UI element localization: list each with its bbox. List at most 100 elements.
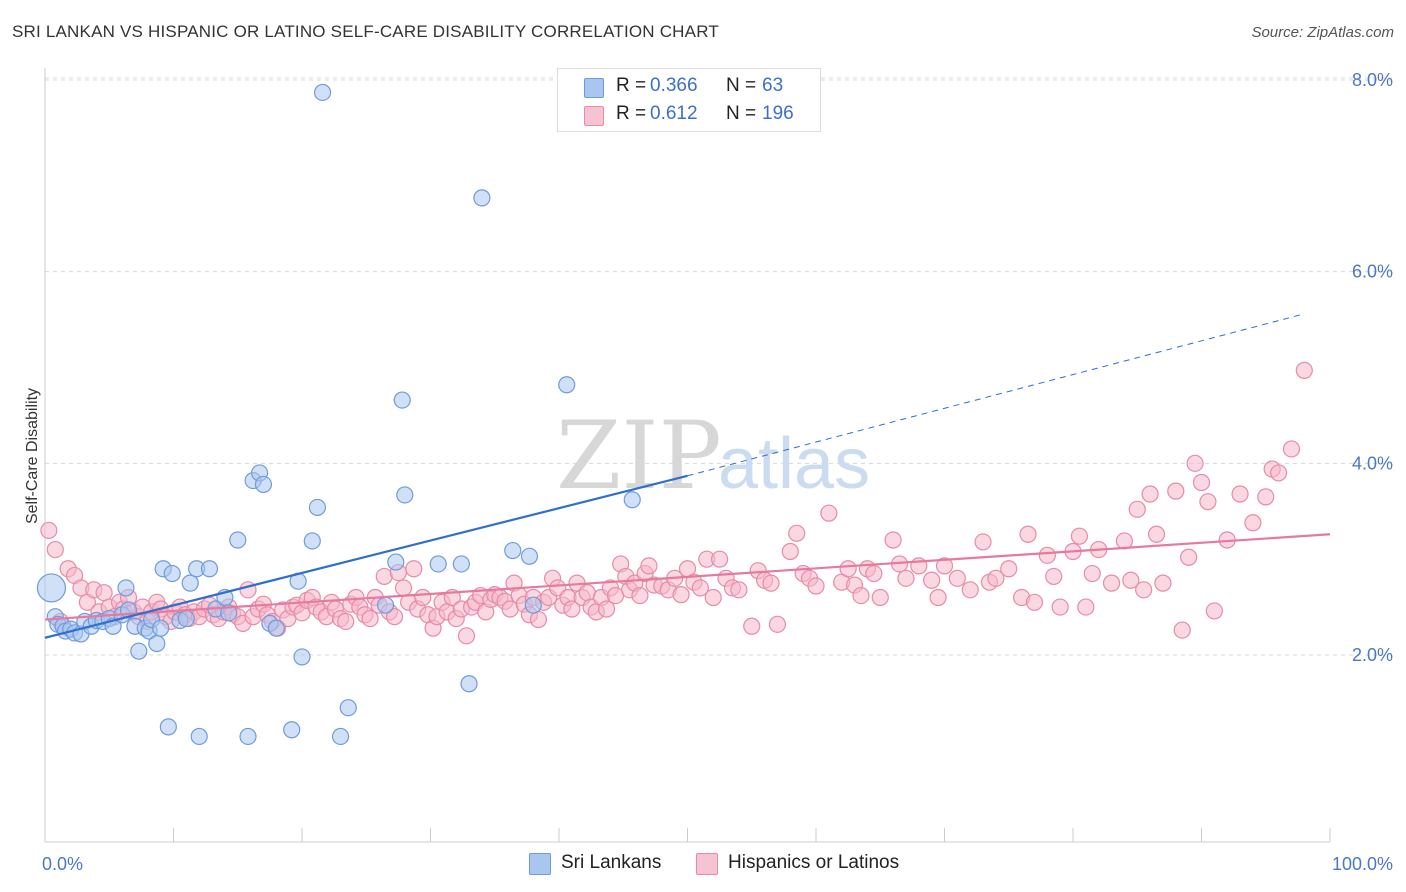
hispanic-point: [839, 560, 857, 578]
hispanic-point: [1102, 574, 1121, 592]
hispanic-point: [923, 571, 941, 589]
chart-title: SRI LANKAN VS HISPANIC OR LATINO SELF-CA…: [12, 22, 719, 41]
series-sri-lankans-points: [36, 83, 641, 746]
hispanic-trend-line: [44, 533, 1331, 621]
sri-lankan-point: [117, 579, 135, 597]
legend-r-value: 0.366: [650, 75, 698, 96]
hispanic-point: [414, 588, 432, 607]
legend-swatch-blue: [584, 78, 604, 98]
sri-lankan-point: [339, 699, 357, 717]
hispanic-point: [1045, 567, 1063, 586]
hispanic-point: [865, 564, 883, 583]
x-tick-label: 0.0%: [42, 854, 83, 874]
legend-row-hispanics: R = 0.612 N = 196: [558, 101, 820, 129]
sri-lankan-point: [429, 555, 447, 573]
sri-lankan-point: [387, 553, 405, 571]
hispanic-point: [1173, 621, 1191, 639]
sri-lankan-point: [623, 491, 641, 509]
hispanic-point: [1135, 581, 1153, 599]
hispanic-point: [884, 531, 902, 549]
y-tick-label: 4.0%: [1352, 453, 1393, 473]
sri-lankan-point: [376, 596, 395, 614]
sri-lankan-point: [181, 574, 199, 592]
hispanic-point: [781, 542, 799, 561]
hispanic-point: [385, 608, 404, 626]
y-axis-label: Self-Care Disability: [24, 388, 41, 524]
hispanic-point: [1269, 464, 1288, 482]
hispanic-point: [640, 557, 658, 575]
hispanic-point: [1070, 527, 1089, 545]
sri-lankan-point: [190, 727, 208, 746]
hispanic-point: [852, 586, 870, 605]
hispanic-point: [704, 588, 722, 607]
hispanic-point: [405, 560, 423, 578]
hispanic-point: [375, 567, 393, 586]
hispanic-point: [1205, 602, 1223, 620]
sri-lankan-point: [254, 475, 273, 494]
hispanic-point: [1244, 514, 1262, 532]
hispanic-point: [1295, 361, 1313, 379]
hispanic-point: [361, 609, 379, 628]
sri-lankan-point: [308, 498, 327, 517]
hispanic-point: [935, 557, 954, 575]
hispanic-point: [691, 579, 709, 597]
hispanic-point: [762, 574, 780, 592]
hispanic-point: [563, 600, 581, 618]
x-tick-label: 100.0%: [1332, 854, 1393, 874]
y-tick-label: 2.0%: [1352, 645, 1393, 665]
hispanic-point: [897, 569, 915, 587]
sri-lankan-trend-extension: [687, 313, 1305, 477]
sri-lankan-point: [36, 573, 67, 603]
hispanic-point: [807, 577, 825, 595]
watermark-atlas: atlas: [718, 424, 870, 504]
hispanic-point: [974, 533, 992, 551]
hispanic-point: [1077, 598, 1095, 616]
sri-lankan-point: [473, 189, 491, 207]
sri-lankan-point: [283, 721, 301, 739]
hispanic-point: [631, 586, 649, 605]
series-hispanics-points: [40, 361, 1313, 645]
sri-lankan-point: [159, 718, 177, 736]
legend-n-value: 196: [762, 103, 794, 124]
sri-lankan-point: [396, 486, 414, 504]
hispanic-point: [1257, 488, 1275, 506]
y-tick-label: 8.0%: [1352, 70, 1393, 90]
hispanic-point: [1167, 482, 1185, 500]
hispanic-point: [1038, 546, 1056, 564]
sri-lankan-point: [393, 391, 411, 409]
legend-n-label: N =: [726, 75, 757, 96]
hispanic-point: [871, 588, 889, 607]
sri-lankan-point: [293, 648, 311, 666]
hispanic-point: [820, 504, 838, 522]
sri-lankan-point: [504, 541, 522, 560]
hispanic-point: [1282, 440, 1301, 458]
hispanic-point: [961, 581, 979, 599]
hispanic-point: [40, 521, 58, 540]
hispanic-point: [95, 584, 113, 602]
hispanic-point: [1147, 525, 1166, 543]
sri-lankan-point: [163, 564, 181, 583]
sri-lankan-point: [313, 83, 332, 102]
sri-lankan-point: [200, 560, 219, 578]
hispanic-point: [1180, 548, 1198, 566]
sri-lankan-point: [220, 604, 238, 622]
sri-lankan-point: [558, 376, 576, 394]
sri-lankan-point: [331, 727, 350, 746]
watermark-zip: ZIP: [556, 402, 722, 511]
hispanic-point: [1199, 493, 1217, 511]
hispanic-point: [1128, 500, 1146, 518]
trend-lines: [44, 313, 1331, 639]
sri-lankan-point: [303, 532, 321, 550]
hispanic-point: [743, 617, 761, 635]
hispanic-point: [711, 550, 729, 568]
hispanic-point: [46, 540, 64, 559]
hispanic-point: [929, 588, 947, 607]
legend-r-value: 0.612: [650, 103, 698, 124]
stats-legend: R = 0.366 N = 63 R = 0.612 N = 196: [557, 68, 821, 132]
sri-lankan-point: [460, 675, 478, 693]
hispanic-point: [768, 615, 787, 633]
sri-lankan-point: [229, 531, 247, 549]
sri-lankan-point: [520, 547, 539, 565]
sri-lankan-point: [524, 596, 542, 614]
